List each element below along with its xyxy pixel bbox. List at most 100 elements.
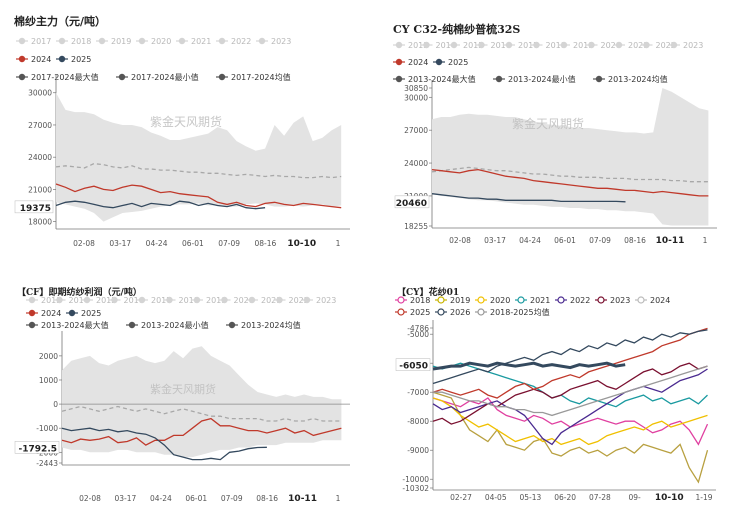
series-line-2024 (61, 417, 342, 446)
legend-marker (218, 37, 226, 45)
chart-title: CY C32-纯棉纱普梳32S (393, 23, 521, 36)
legend-label: 2017-2024均值 (231, 72, 291, 82)
series-line-2026 (432, 361, 626, 371)
legend-marker (166, 296, 173, 304)
legend-marker (437, 296, 445, 304)
legend-label: 2019 (450, 296, 470, 305)
x-tick-label: 1-19 (695, 493, 712, 502)
legend-marker (395, 41, 403, 49)
series-line-2024 (431, 168, 709, 197)
legend-marker (395, 58, 403, 66)
x-tick-label: 06-01 (554, 236, 576, 245)
legend-marker (28, 309, 36, 317)
legend-label: 2025 (448, 58, 468, 67)
legend-label: 2023 (683, 41, 703, 50)
legend-marker (395, 75, 403, 83)
x-tick-label: 04-24 (150, 494, 172, 503)
legend-label: 2018 (410, 296, 430, 305)
y-tick-label: 30000 (404, 93, 428, 102)
series-line-2023 (432, 362, 708, 425)
legend-label: 2020 (234, 296, 254, 305)
legend-label: 2017 (151, 296, 171, 305)
legend-label: 2021 (530, 296, 550, 305)
legend-marker (588, 41, 595, 49)
series-line-2025 (55, 200, 266, 210)
legend-marker (18, 37, 26, 45)
legend-marker (643, 41, 650, 49)
legend-marker (505, 41, 513, 49)
legend-marker (58, 37, 66, 45)
y-tick-label: 24000 (28, 153, 52, 162)
x-tick-label: 06-01 (182, 239, 204, 248)
legend-marker (98, 37, 106, 45)
series-line-2019 (432, 391, 709, 484)
x-tick-label: 03-17 (115, 494, 137, 503)
legend-marker (258, 37, 266, 45)
series-line-均值 (61, 405, 342, 422)
legend-marker (111, 296, 118, 304)
legend-label: 2017-2024最大值 (31, 72, 99, 82)
y-highlight-label: -6050 (399, 362, 428, 372)
legend-marker (560, 41, 568, 49)
y-highlight-box (394, 195, 430, 209)
legend-label: 2025 (71, 55, 91, 64)
y-highlight-box (395, 358, 431, 371)
range-band (62, 346, 342, 458)
legend-label: 2025 (81, 309, 101, 318)
y-tick-label: 2000 (39, 352, 58, 361)
legend-marker (83, 296, 91, 304)
legend-marker (437, 308, 445, 316)
panel-cotton-yarn-spread: 【CY】花纱01 2018 2019 2020 2021 2022 2023 2024 202… (367, 257, 735, 514)
y-tick-label: -10302 (402, 484, 429, 493)
x-tick-label: 08-16 (255, 239, 277, 248)
legend-marker (450, 41, 458, 49)
x-tick-label: 1 (336, 239, 341, 248)
y-tick-label: -4786 (407, 324, 429, 333)
chart-cotton-yarn-spread: 2018 2019 2020 2021 2022 2023 2024 2025 2026 2018… (395, 296, 716, 503)
legend-marker (478, 41, 485, 49)
legend-marker (637, 296, 645, 304)
legend-label: 2019 (573, 41, 593, 50)
y-highlight-label: 19375 (20, 204, 51, 214)
legend-marker (595, 75, 603, 83)
y-tick-label: -5000 (407, 330, 429, 339)
legend-label: 2016 (491, 41, 511, 50)
y-tick-label: -7000 (407, 388, 429, 397)
legend-label: 2022 (289, 296, 309, 305)
series-line-2022 (432, 368, 708, 446)
legend-label: 2019 (206, 296, 226, 305)
legend-label: 2019 (111, 37, 131, 46)
legend-marker (533, 41, 540, 49)
x-tick-label: 1 (703, 236, 708, 245)
series-line-2018-2025均值 (433, 365, 708, 417)
legend-marker (58, 55, 66, 63)
series-line-2025 (61, 427, 267, 461)
y-tick-label: 27000 (28, 121, 52, 130)
series-line-2018 (432, 397, 709, 446)
x-tick-label: 07-09 (218, 239, 240, 248)
legend-marker (477, 296, 485, 304)
legend-label: 2013-2024最小值 (141, 320, 209, 330)
y-highlight-label: 20460 (396, 199, 427, 209)
x-tick-label: 04-05 (485, 493, 507, 502)
x-tick-label: 07-09 (221, 494, 243, 503)
legend-label: 2018 (71, 37, 91, 46)
panel-spinning-profit: 【CF】即期纺纱利润（元/吨） 2013 2014 2015 2016 2017 2018… (0, 257, 367, 514)
legend-marker (423, 41, 430, 49)
watermark: 紫金天风期货 (150, 382, 216, 396)
chart-cotton-yarn-main: 2017 2018 2019 2020 2021 2022 2023 2024 2025 2017… (14, 37, 350, 249)
x-tick-label: 06-01 (185, 494, 207, 503)
x-tick-label: 04-24 (146, 239, 168, 248)
y-tick-label: 18255 (404, 222, 428, 231)
x-highlight-label: 10-10 (287, 239, 316, 249)
legend-marker (18, 55, 26, 63)
legend-label: 2023 (610, 296, 630, 305)
legend-label: 2013 (41, 296, 61, 305)
legend-label: 2014 (436, 41, 456, 50)
legend-label: 2022 (231, 37, 251, 46)
x-tick-label: 04-24 (519, 236, 541, 245)
y-tick-label: 1000 (39, 376, 58, 385)
legend-label: 2020 (151, 37, 171, 46)
x-highlight-label: 10-11 (656, 236, 685, 246)
legend-marker (68, 309, 76, 317)
